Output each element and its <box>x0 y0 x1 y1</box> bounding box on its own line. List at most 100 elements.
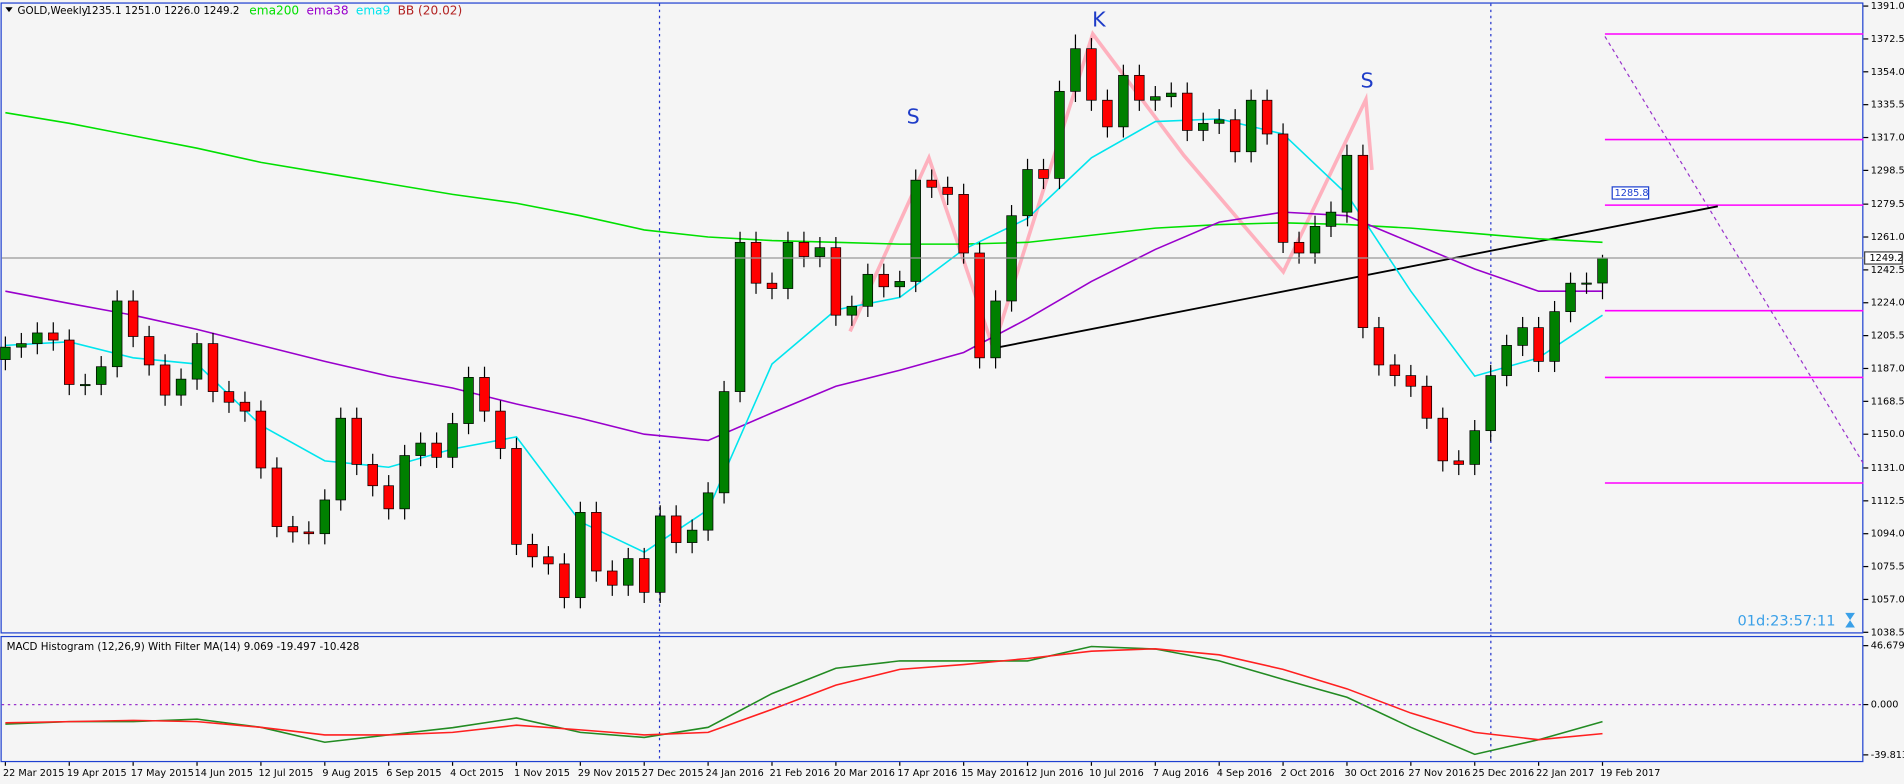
candle-body <box>942 186 953 195</box>
y-tick-label: 1242.5 <box>1871 265 1904 276</box>
candle-body <box>639 558 650 593</box>
candle-body <box>1118 74 1129 128</box>
candle-body <box>16 343 27 348</box>
candle-body <box>1086 48 1097 101</box>
candle-body <box>1261 99 1273 135</box>
candle-body <box>1565 282 1576 312</box>
y-tick-label: 1075.5 <box>1871 562 1904 573</box>
x-tick-label: 27 Nov 2016 <box>1408 768 1470 779</box>
candle-body <box>1102 99 1113 128</box>
indicator-line <box>5 647 1603 741</box>
y-tick-label: 1354.0 <box>1871 67 1904 78</box>
candle-body <box>95 366 107 385</box>
y-tick-label: 1224.0 <box>1871 298 1904 309</box>
candle-body <box>239 401 251 412</box>
candle-body <box>878 273 890 288</box>
candle-body <box>1437 417 1449 462</box>
candle-body <box>207 343 219 392</box>
candle-body <box>431 442 442 458</box>
x-tick-label: 24 Jan 2016 <box>706 768 764 779</box>
y-tick-label: 46.679 <box>1871 641 1904 652</box>
candle-body <box>175 378 187 396</box>
candle-body <box>303 531 315 535</box>
x-tick-label: 19 Apr 2015 <box>67 768 127 779</box>
x-tick-label: 25 Dec 2016 <box>1472 768 1534 779</box>
candle-body <box>191 343 203 380</box>
x-tick-label: 9 Aug 2015 <box>322 768 378 779</box>
trend-line <box>993 205 1718 350</box>
candle-body <box>1469 430 1480 465</box>
candle-body <box>1134 74 1145 101</box>
candle-body <box>974 252 985 359</box>
x-tick-label: 17 May 2015 <box>131 768 194 779</box>
candle-body <box>1054 90 1065 179</box>
candle-body <box>111 300 123 368</box>
candle-body <box>32 332 43 344</box>
candle-body <box>335 417 346 501</box>
indicator-line <box>5 211 1603 442</box>
candle-body <box>1421 385 1433 419</box>
candle-body <box>159 364 171 396</box>
y-tick-label: 1279.5 <box>1871 199 1904 210</box>
legend-entry: ema9 <box>356 3 390 17</box>
candle-body <box>1357 154 1369 328</box>
dropdown-icon <box>5 7 13 13</box>
legend-entry: ema200 <box>249 3 299 17</box>
macd-panel-frame <box>0 635 1864 763</box>
price-tag-label: 1249.2 <box>1869 253 1903 264</box>
x-tick-label: 22 Mar 2015 <box>3 768 64 779</box>
candle-body <box>1517 327 1528 346</box>
candle-body <box>1341 154 1353 213</box>
chart-title: GOLD,Weekly <box>18 5 88 17</box>
candle-body <box>575 512 586 599</box>
candle-body <box>1277 133 1289 243</box>
candle-body <box>1597 257 1608 284</box>
candle-body <box>527 543 538 558</box>
candle-body <box>814 247 826 257</box>
x-tick-label: 12 Jul 2015 <box>258 768 313 779</box>
candle-body <box>351 417 362 465</box>
legend-entry: BB (20.02) <box>398 3 463 17</box>
x-tick-label: 22 Jan 2017 <box>1536 768 1594 779</box>
y-tick-label: 1168.5 <box>1871 396 1904 407</box>
candle-body <box>559 563 570 599</box>
candle-body <box>1150 96 1161 101</box>
x-tick-label: 4 Sep 2016 <box>1217 768 1272 779</box>
y-tick-label: 1298.5 <box>1871 165 1904 176</box>
candle-body <box>399 455 410 510</box>
candle-body <box>495 410 506 449</box>
candle-body <box>1373 327 1385 366</box>
candle-body <box>367 464 378 487</box>
candle-body <box>1198 122 1209 131</box>
y-tick-label: 1150.0 <box>1871 429 1904 440</box>
candle-body <box>990 300 1001 359</box>
candle-body <box>271 467 283 527</box>
candle-body <box>670 515 682 543</box>
y-tick-label: 1187.0 <box>1871 363 1904 374</box>
y-tick-label: 1335.5 <box>1871 100 1904 111</box>
candle-body <box>543 556 554 565</box>
price-tag <box>1864 251 1903 265</box>
y-tick-label: 1094.0 <box>1871 529 1904 540</box>
candle-body <box>511 448 522 545</box>
candle-body <box>1485 375 1496 432</box>
indicator-line <box>5 645 1603 756</box>
y-tick-label: 1261.0 <box>1871 232 1904 243</box>
candle-body <box>894 281 905 288</box>
candle-body <box>686 529 698 543</box>
x-tick-label: 4 Oct 2015 <box>450 768 504 779</box>
candle-body <box>750 241 762 284</box>
main-panel-frame <box>0 2 1864 634</box>
candle-body <box>654 515 666 593</box>
candle-body <box>798 241 810 257</box>
candle-body <box>766 282 778 289</box>
x-tick-label: 6 Sep 2015 <box>386 768 441 779</box>
candle-body <box>1182 92 1193 131</box>
candle-body <box>958 194 969 254</box>
candle-body <box>1581 282 1592 285</box>
candle-body <box>734 241 746 392</box>
x-tick-label: 27 Dec 2015 <box>642 768 704 779</box>
x-tick-label: 1 Nov 2015 <box>514 768 570 779</box>
